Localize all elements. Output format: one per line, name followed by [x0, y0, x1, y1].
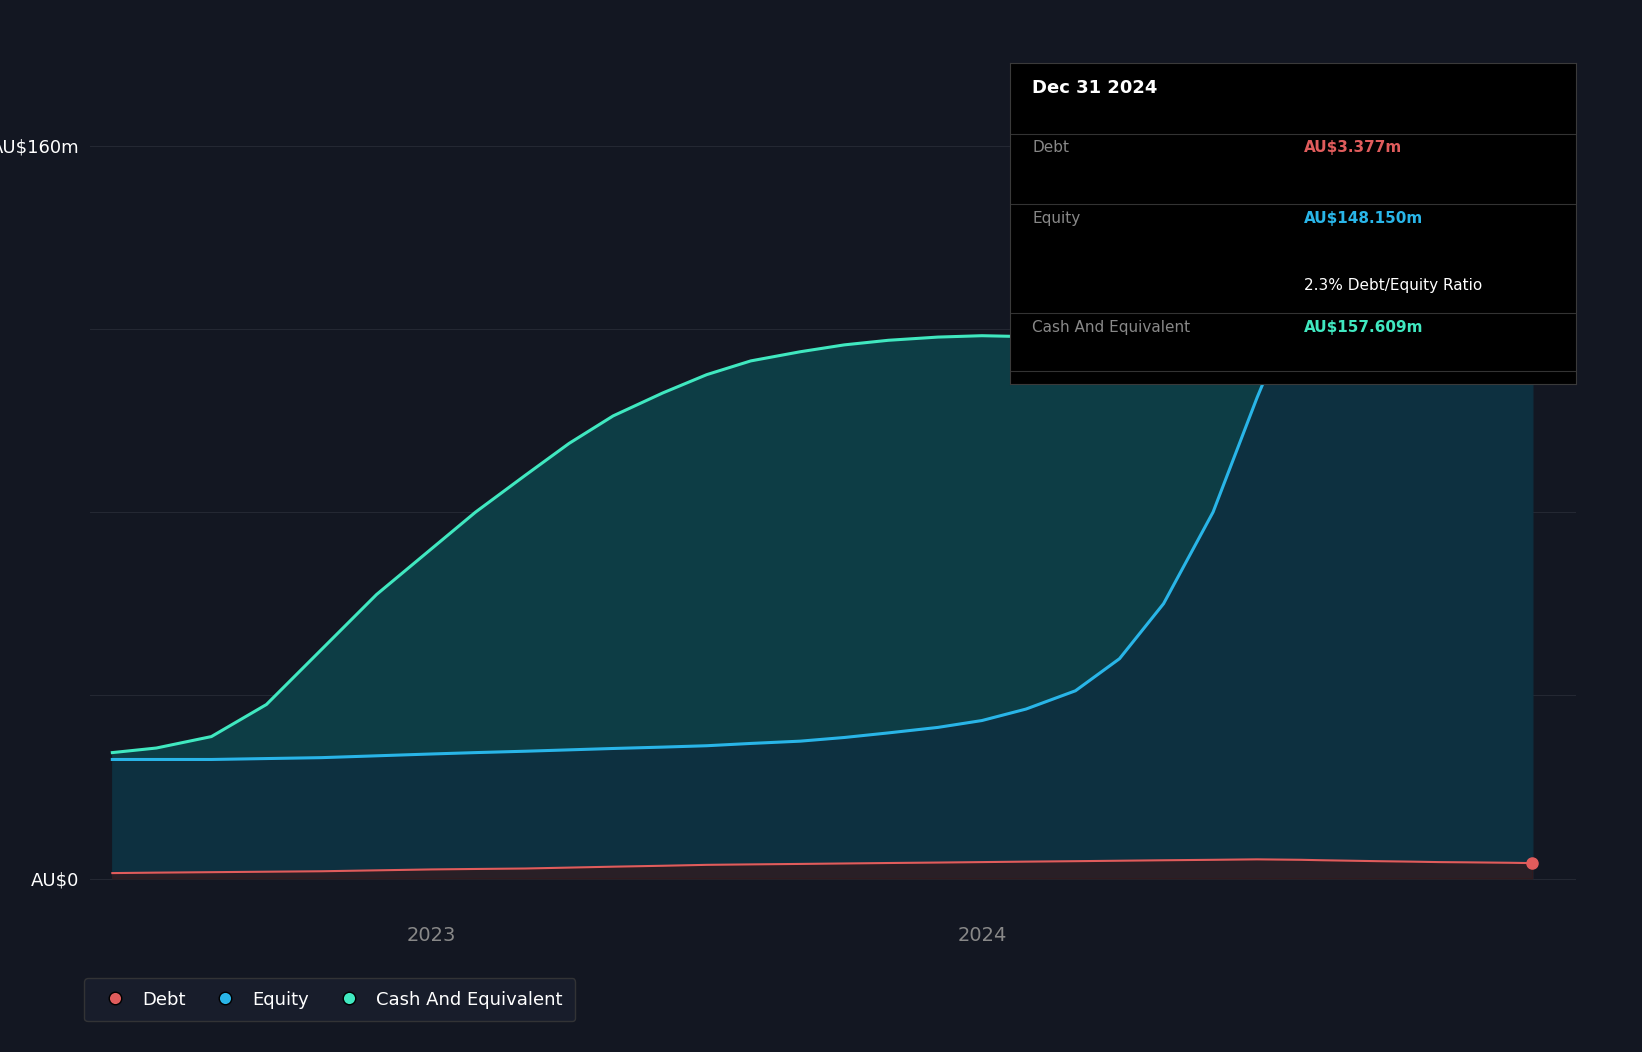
Text: 2.3% Debt/Equity Ratio: 2.3% Debt/Equity Ratio — [1304, 278, 1483, 294]
Text: Debt: Debt — [1033, 140, 1069, 155]
Text: AU$3.377m: AU$3.377m — [1304, 140, 1402, 155]
Text: Dec 31 2024: Dec 31 2024 — [1033, 79, 1158, 97]
Text: Equity: Equity — [1033, 210, 1080, 226]
Legend: Debt, Equity, Cash And Equivalent: Debt, Equity, Cash And Equivalent — [84, 978, 575, 1021]
Text: AU$148.150m: AU$148.150m — [1304, 210, 1424, 226]
Text: Cash And Equivalent: Cash And Equivalent — [1033, 320, 1190, 335]
Text: AU$157.609m: AU$157.609m — [1304, 320, 1424, 335]
